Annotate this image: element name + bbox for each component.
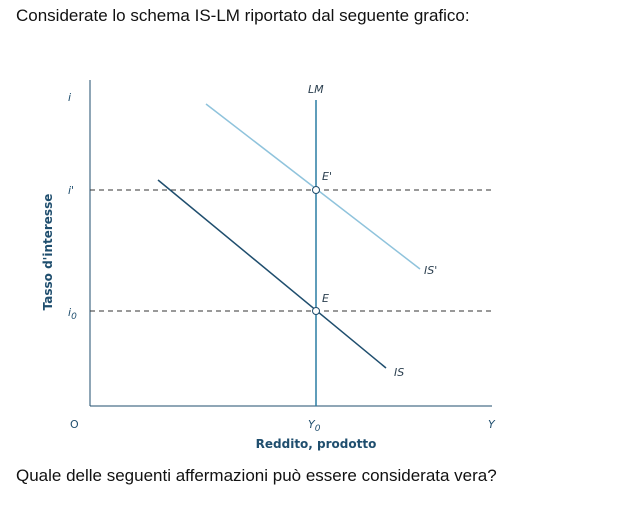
y-tick-i0: i0 — [68, 306, 77, 322]
equilibrium-point-e-prime — [312, 186, 320, 194]
question-intro: Considerate lo schema IS-LM riportato da… — [16, 6, 470, 25]
lm-label: LM — [308, 83, 324, 96]
is-prime-curve — [205, 103, 421, 270]
y-axis-symbol: i — [68, 91, 71, 104]
e-prime-label: E' — [322, 170, 332, 183]
is-curve — [157, 179, 387, 369]
equilibrium-point-e — [312, 307, 320, 315]
y-tick-i-prime: i' — [68, 184, 74, 197]
origin-label: O — [70, 418, 79, 431]
y-axis-title: Tasso d'interesse — [41, 194, 55, 311]
e-label: E — [322, 292, 329, 305]
x-axis-symbol: Y — [488, 418, 496, 431]
is-label: IS — [394, 366, 404, 379]
question-prompt: Quale delle seguenti affermazioni può es… — [16, 466, 497, 485]
x-axis-title: Reddito, prodotto — [256, 437, 377, 451]
is-prime-label: IS' — [424, 264, 437, 277]
x-tick-y0: Y0 — [308, 418, 321, 434]
